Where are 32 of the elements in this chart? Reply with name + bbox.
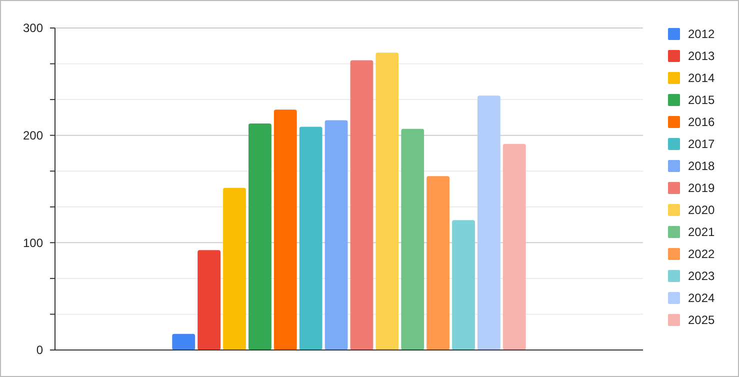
bar xyxy=(452,220,475,350)
y-tick-label: 300 xyxy=(22,21,44,36)
bar xyxy=(324,120,348,350)
bar xyxy=(426,176,450,350)
legend-label: 2024 xyxy=(688,291,716,306)
y-tick-label: 0 xyxy=(36,343,44,358)
legend-label: 2012 xyxy=(688,27,716,42)
bar xyxy=(248,124,272,350)
bar xyxy=(376,52,399,350)
legend-label: 2018 xyxy=(688,159,716,174)
bar xyxy=(198,250,221,350)
bar xyxy=(223,188,246,350)
legend-label: 2013 xyxy=(688,49,716,64)
y-tick-label: 200 xyxy=(22,128,44,143)
legend-label: 2023 xyxy=(688,269,716,284)
y-tick-label: 100 xyxy=(22,236,44,250)
bar xyxy=(274,110,297,350)
bar xyxy=(401,128,424,350)
legend-label: 2020 xyxy=(688,203,716,218)
legend-label: 2016 xyxy=(688,115,716,130)
legend-label: 2019 xyxy=(688,181,716,196)
legend-label: 2015 xyxy=(688,93,716,108)
legend-label: 2017 xyxy=(688,137,716,152)
bar xyxy=(299,126,322,350)
bar xyxy=(172,334,196,350)
legend-label: 2022 xyxy=(688,247,716,262)
legend-label: 2021 xyxy=(688,225,716,240)
legend-label: 2014 xyxy=(688,71,716,86)
legend-label: 2025 xyxy=(688,313,716,328)
bar xyxy=(502,144,526,350)
bar xyxy=(477,96,500,350)
bar xyxy=(350,60,374,350)
